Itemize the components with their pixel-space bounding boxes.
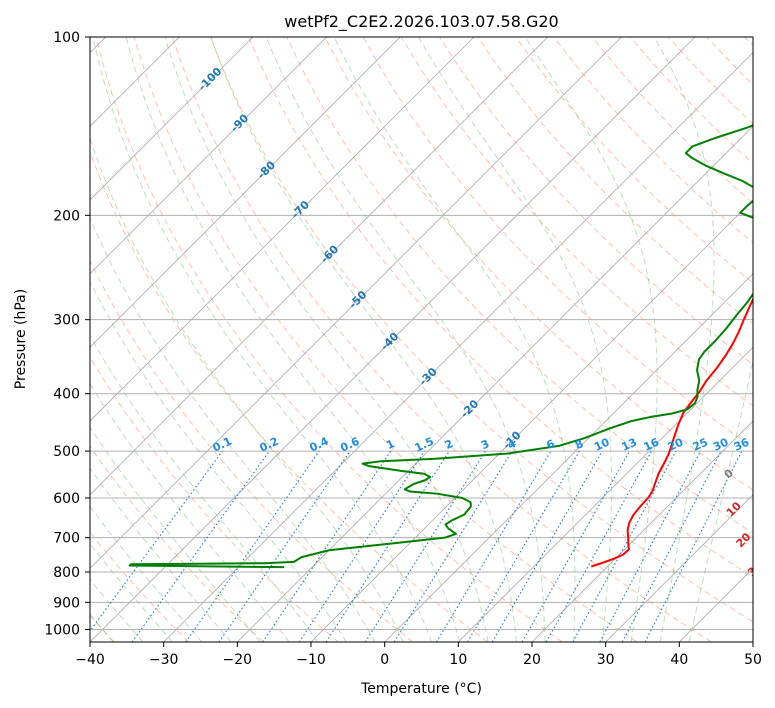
moist-adiabat [125, 37, 461, 642]
mixing-ratio-label: 30 [711, 435, 731, 453]
profile-series [128, 124, 753, 569]
isotherms [90, 37, 753, 642]
x-tick-label: −30 [149, 652, 179, 668]
isotherm-line [531, 420, 753, 642]
x-tick-label: 20 [523, 652, 541, 668]
moist-adiabat [90, 467, 232, 642]
mixing-ratio-line [393, 450, 513, 642]
moist-adiabat [333, 37, 576, 642]
isotherm-line [163, 52, 753, 642]
mixing-ratio-label: 13 [620, 436, 639, 454]
plot-area: -100-90-80-70-60-50-40-30-20-10 0.1 0.2 0.… [90, 37, 765, 642]
dewpoint-profile-line [128, 124, 753, 569]
isotherm-line [90, 37, 475, 422]
x-tick-label: −10 [296, 652, 326, 668]
y-tick-label: 1000 [44, 622, 80, 638]
isotherm-line [90, 37, 327, 275]
x-axis-title: Temperature (°C) [360, 681, 482, 697]
isotherm-line [90, 37, 622, 569]
x-tick-label: −20 [223, 652, 253, 668]
plot-frame [89, 36, 754, 643]
moist-adiabat [90, 136, 404, 642]
x-tick-label: 50 [744, 652, 762, 668]
moist-adiabat [653, 37, 715, 642]
y-tick-label: 200 [53, 208, 80, 224]
moist-adiabat [90, 280, 347, 642]
mixing-ratio-line [467, 450, 580, 642]
x-tick-label: 30 [597, 652, 615, 668]
mixing-ratio-line [521, 450, 630, 642]
isotherm-line [90, 37, 254, 201]
dry-adiabat [248, 37, 753, 578]
dry-adiabats [90, 37, 753, 642]
y-tick-label: 100 [53, 30, 80, 46]
moist-adiabat [210, 37, 517, 642]
dry-adiabat [515, 37, 753, 284]
dry-adiabat [90, 445, 264, 642]
y-tick-label: 600 [53, 491, 80, 507]
moist-adiabat [265, 37, 546, 642]
mixing-ratio-line [435, 450, 552, 642]
mixing-ratio-line [545, 450, 653, 642]
mixing-ratio-line [325, 450, 450, 642]
mixing-ratio-line [364, 450, 486, 642]
moist-adiabat [90, 505, 203, 642]
mixing-ratio-label: 25 [691, 436, 710, 454]
y-tick-label: 700 [53, 531, 80, 547]
isotherm-line [90, 37, 548, 496]
dry-adiabat [210, 37, 753, 623]
dry-adiabat [95, 37, 563, 642]
mixing-ratio-lines [90, 450, 743, 642]
isotherm-line [90, 37, 696, 642]
y-axis-title: Pressure (hPa) [13, 289, 29, 389]
y-tick-label: 900 [53, 595, 80, 611]
x-tick-label: 40 [670, 652, 688, 668]
dry-adiabat [324, 37, 753, 491]
dry-adiabat [133, 37, 638, 642]
moist-adiabat [90, 426, 261, 642]
y-tick-label: 400 [53, 387, 80, 403]
temperature-profile-line [590, 297, 753, 568]
isotherm-line [384, 273, 753, 642]
moist-adiabat [90, 216, 376, 642]
y-tick-label: 800 [53, 565, 80, 581]
mixing-ratio-label: 36 [732, 435, 752, 453]
moist-adiabat [92, 37, 432, 642]
dry-adiabat [90, 356, 339, 642]
moist-adiabat [418, 37, 613, 642]
x-tick-label: −40 [75, 652, 105, 668]
y-tick-label: 300 [53, 313, 80, 329]
x-axis: −40 −30 −20 −10 0 10 20 30 40 50 [75, 642, 762, 668]
x-tick-label: 0 [380, 652, 389, 668]
dry-adiabat [90, 259, 414, 642]
isotherm-line [90, 37, 401, 348]
moist-adiabat [688, 358, 753, 642]
moist-adiabat [90, 382, 290, 642]
mixing-ratio-label: 20 [666, 435, 686, 453]
dry-adiabat [286, 37, 753, 534]
isotherm-line [237, 125, 753, 642]
y-tick-label: 500 [53, 444, 80, 460]
mixing-ratio-line [572, 450, 677, 642]
moist-adiabats [90, 37, 753, 642]
mixing-ratio-line [185, 450, 320, 642]
moist-adiabat [524, 37, 658, 642]
mixing-ratio-label: 10 [592, 435, 612, 453]
adiabat-label: 30 [745, 559, 765, 579]
isotherm-line [605, 494, 753, 642]
mixing-ratio-label: 16 [642, 435, 662, 453]
moist-adiabat [90, 542, 173, 642]
moist-adiabat [90, 578, 144, 642]
mixing-ratio-line [491, 450, 603, 642]
x-tick-label: 10 [449, 652, 467, 668]
y-axis: 100 200 300 400 500 600 700 800 900 1000 [44, 30, 90, 638]
dry-adiabat [171, 37, 712, 642]
isotherm-line [458, 346, 753, 642]
chart-title: wetPf2_C2E2.2026.103.07.58.G20 [284, 12, 558, 32]
moist-adiabat [90, 334, 319, 642]
moist-adiabat [164, 37, 489, 642]
mixing-ratio-line [218, 450, 351, 642]
